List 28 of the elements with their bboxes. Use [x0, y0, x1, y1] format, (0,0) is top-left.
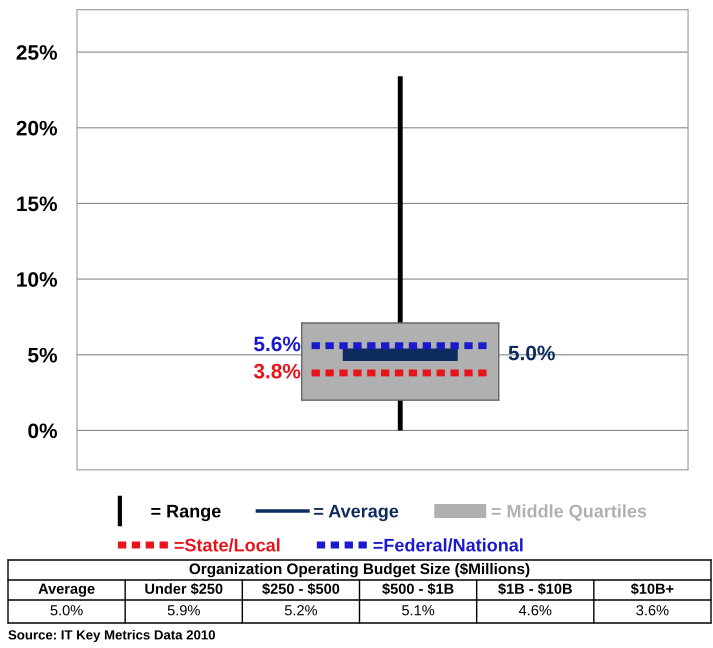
ref-line-label: 3.8% — [254, 364, 300, 379]
text: 4.6% — [518, 605, 552, 616]
category-label: Under $250 — [145, 582, 222, 595]
category-label: $500 - $1B — [382, 582, 454, 595]
category-label: Average — [38, 584, 95, 597]
ref-line-label: 5.6% — [254, 336, 300, 352]
text: Organization Operating Budget Size ($Millions) — [190, 562, 530, 578]
text: 5.0% — [50, 605, 83, 616]
text: =Federal/National — [374, 538, 523, 552]
text: =State/Local — [174, 538, 280, 552]
text: = Range — [151, 504, 221, 522]
category-label: $10B+ — [630, 582, 674, 595]
text: = Average — [314, 504, 398, 522]
legend-label: = Middle Quartiles — [492, 504, 646, 521]
text: 5.9% — [168, 605, 200, 616]
text: 3.6% — [636, 605, 669, 616]
ref-line-label: 5.0% — [508, 346, 555, 360]
y-tick-label: 10% — [17, 272, 58, 287]
source-note: Source: IT Key Metrics Data 2010 — [8, 630, 215, 642]
y-tick-label: 5% — [28, 348, 58, 363]
text: 5.2% — [284, 605, 318, 616]
category-label: $1B - $10B — [498, 582, 572, 595]
y-tick-label: 15% — [17, 196, 58, 212]
category-label: $250 - $500 — [262, 582, 340, 595]
y-tick-label: 0% — [28, 423, 58, 438]
y-tick-label: 25% — [16, 45, 58, 60]
text: 5.1% — [402, 605, 434, 616]
y-tick-label: 20% — [16, 120, 58, 136]
